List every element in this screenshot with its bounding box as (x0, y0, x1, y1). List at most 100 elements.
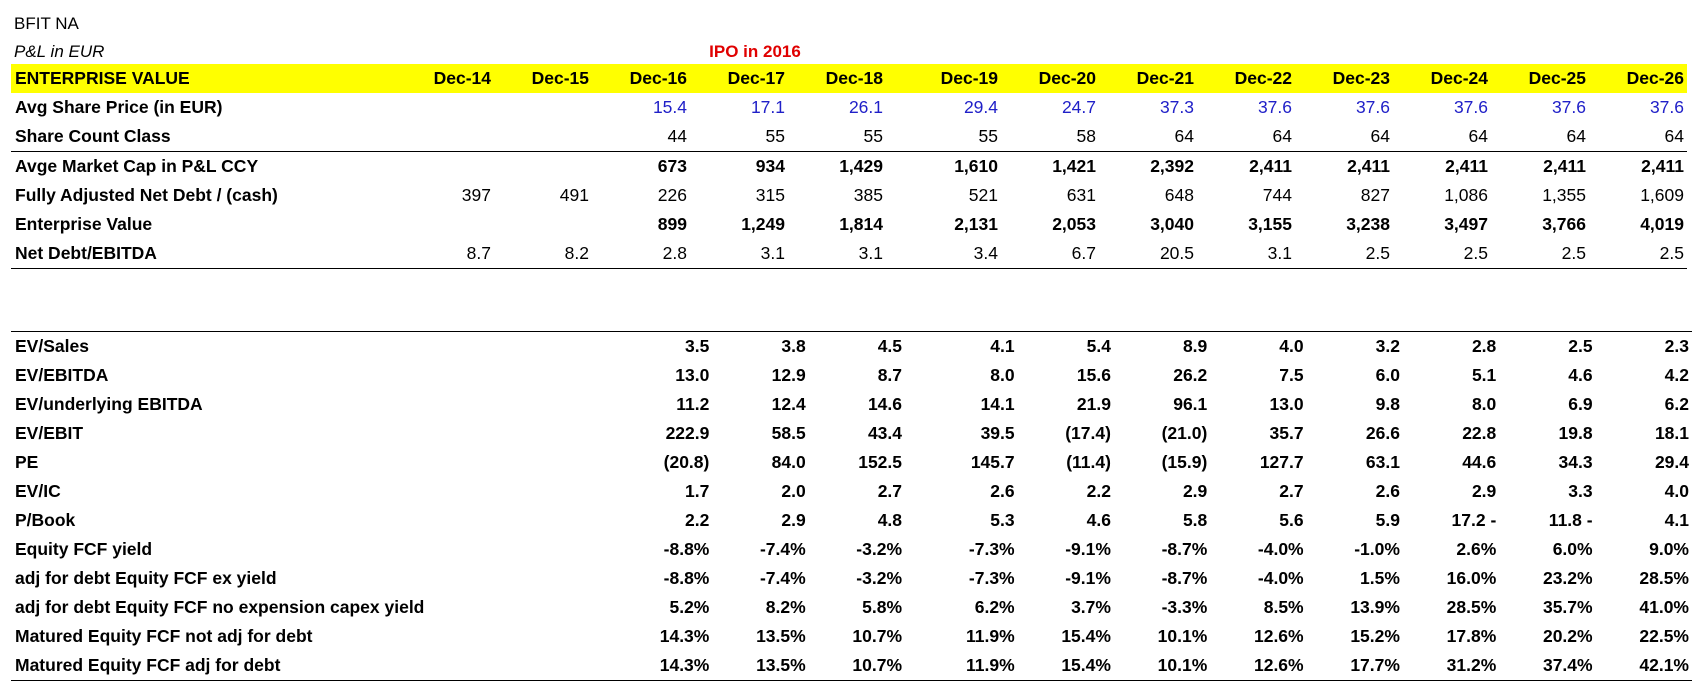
cell-dec-17[interactable]: 315 (755, 185, 785, 205)
cell-dec-18[interactable]: 152.5 (858, 452, 903, 472)
cell-dec-15[interactable] (522, 361, 616, 390)
cell-dec-14[interactable] (427, 390, 521, 419)
cell-dec-15[interactable] (521, 651, 617, 681)
cell-dec-19[interactable]: 2.6 (990, 481, 1015, 501)
cell-dec-16[interactable]: 13.0 (675, 365, 710, 385)
row-label[interactable]: Net Debt/EBITDA (11, 239, 396, 269)
cell-dec-22[interactable]: 37.6 (1257, 97, 1292, 117)
column-header-dec-19[interactable]: Dec-19 (886, 64, 1001, 93)
cell-dec-19[interactable]: 1,610 (886, 151, 1001, 181)
cell-dec-24[interactable]: 17.8% (1446, 626, 1497, 646)
cell-dec-21[interactable]: 37.3 (1159, 97, 1194, 117)
cell-dec-14[interactable] (427, 506, 521, 535)
cell-dec-25[interactable]: 19.8 (1558, 423, 1593, 443)
cell-dec-20[interactable]: (17.4) (1065, 423, 1111, 443)
cell-dec-24[interactable]: 28.5% (1446, 597, 1497, 617)
cell-dec-24[interactable]: 2.8 (1402, 331, 1500, 361)
cell-dec-20[interactable]: 2.2 (1086, 481, 1111, 501)
cell-dec-23[interactable]: 827 (1360, 185, 1390, 205)
cell-dec-23[interactable]: 17.7% (1306, 651, 1403, 681)
cell-dec-14[interactable] (427, 477, 521, 506)
column-header-dec-24[interactable]: Dec-24 (1393, 64, 1491, 93)
cell-dec-22[interactable]: 5.6 (1279, 510, 1304, 530)
column-header-dec-21[interactable]: Dec-21 (1099, 64, 1197, 93)
cell-dec-18[interactable]: 5.8% (862, 597, 903, 617)
row-label[interactable]: adj for debt Equity FCF no expension cap… (15, 597, 425, 617)
cell-dec-24[interactable]: 2.6% (1456, 539, 1497, 559)
cell-dec-26[interactable]: 64 (1664, 126, 1684, 146)
cell-dec-15[interactable] (494, 93, 592, 122)
cell-dec-16[interactable]: 226 (657, 185, 687, 205)
cell-dec-21[interactable]: (21.0) (1161, 423, 1208, 443)
cell-dec-14[interactable]: 8.7 (396, 239, 494, 269)
cell-dec-26[interactable]: 28.5% (1639, 568, 1689, 588)
cell-dec-16[interactable]: 2.8 (592, 239, 690, 269)
cell-dec-18[interactable]: 3.1 (788, 239, 886, 269)
cell-dec-17[interactable]: 2.9 (781, 510, 806, 530)
row-label[interactable]: EV/EBIT (15, 423, 84, 443)
cell-dec-15[interactable] (494, 122, 592, 152)
cell-dec-23[interactable]: 2.6 (1375, 481, 1400, 501)
column-header-dec-16[interactable]: Dec-16 (592, 64, 690, 93)
cell-dec-20[interactable]: 15.4% (1061, 626, 1111, 646)
cell-dec-14[interactable] (396, 151, 494, 181)
cell-dec-17[interactable]: 12.4 (771, 394, 806, 414)
cell-dec-25[interactable]: 20.2% (1542, 626, 1593, 646)
cell-dec-23[interactable]: 9.8 (1375, 394, 1400, 414)
cell-dec-22[interactable]: 64 (1272, 126, 1292, 146)
cell-dec-16[interactable]: (20.8) (663, 452, 710, 472)
cell-dec-19[interactable]: 2,131 (954, 214, 998, 234)
cell-dec-19[interactable]: 145.7 (970, 452, 1015, 472)
cell-dec-16[interactable]: 1.7 (685, 481, 710, 501)
cell-dec-18[interactable]: 26.1 (848, 97, 883, 117)
cell-dec-14[interactable] (427, 535, 521, 564)
cell-dec-17[interactable]: 3.1 (690, 239, 788, 269)
cell-dec-24[interactable]: 2.9 (1471, 481, 1497, 501)
cell-dec-14[interactable]: 397 (461, 185, 491, 205)
cell-dec-19[interactable]: 39.5 (980, 423, 1015, 443)
cell-dec-26[interactable]: 6.2 (1664, 394, 1689, 414)
cell-dec-19[interactable]: 521 (968, 185, 998, 205)
cell-dec-26[interactable]: 2,411 (1589, 151, 1687, 181)
cell-dec-24[interactable]: 44.6 (1462, 452, 1497, 472)
cell-dec-22[interactable]: 2,411 (1197, 151, 1295, 181)
cell-dec-26[interactable]: 1,609 (1640, 185, 1684, 205)
cell-dec-17[interactable]: 934 (690, 151, 788, 181)
cell-dec-17[interactable]: 8.2% (765, 597, 806, 617)
cell-dec-15[interactable]: 491 (559, 185, 589, 205)
cell-dec-21[interactable]: 64 (1174, 126, 1194, 146)
cell-dec-19[interactable]: 11.9% (905, 651, 1018, 681)
cell-dec-15[interactable] (494, 151, 592, 181)
column-header-dec-23[interactable]: Dec-23 (1295, 64, 1393, 93)
row-label[interactable]: Matured Equity FCF adj for debt (11, 651, 428, 681)
cell-dec-16[interactable]: 5.2% (669, 597, 710, 617)
cell-dec-23[interactable]: 13.9% (1350, 597, 1400, 617)
cell-dec-19[interactable]: 55 (978, 126, 998, 146)
cell-dec-14[interactable] (427, 622, 521, 651)
cell-dec-17[interactable]: 17.1 (750, 97, 785, 117)
cell-dec-24[interactable]: 3,497 (1444, 214, 1488, 234)
cell-dec-22[interactable]: 13.0 (1269, 394, 1304, 414)
cell-dec-19[interactable]: 29.4 (963, 97, 998, 117)
cell-dec-22[interactable]: 3.1 (1197, 239, 1295, 269)
column-header-dec-25[interactable]: Dec-25 (1491, 64, 1589, 93)
cell-dec-16[interactable]: 15.4 (652, 97, 687, 117)
row-label[interactable]: EV/Sales (11, 331, 428, 361)
cell-dec-16[interactable]: 899 (657, 214, 687, 234)
cell-dec-18[interactable]: 1,429 (788, 151, 886, 181)
cell-dec-15[interactable] (522, 564, 616, 593)
cell-dec-23[interactable]: 26.6 (1365, 423, 1400, 443)
cell-dec-22[interactable]: 3,155 (1248, 214, 1292, 234)
cell-dec-15[interactable] (522, 419, 616, 448)
cell-dec-14[interactable] (396, 210, 494, 239)
cell-dec-20[interactable]: -9.1% (1065, 568, 1111, 588)
cell-dec-19[interactable]: 8.0 (990, 365, 1015, 385)
cell-dec-15[interactable] (522, 622, 616, 651)
cell-dec-21[interactable]: -8.7% (1161, 539, 1208, 559)
cell-dec-26[interactable]: 4.2 (1664, 365, 1689, 385)
cell-dec-22[interactable]: 744 (1262, 185, 1292, 205)
cell-dec-17[interactable]: -7.4% (759, 539, 806, 559)
cell-dec-14[interactable] (427, 564, 521, 593)
cell-dec-24[interactable]: 64 (1468, 126, 1488, 146)
cell-dec-15[interactable] (522, 593, 616, 622)
